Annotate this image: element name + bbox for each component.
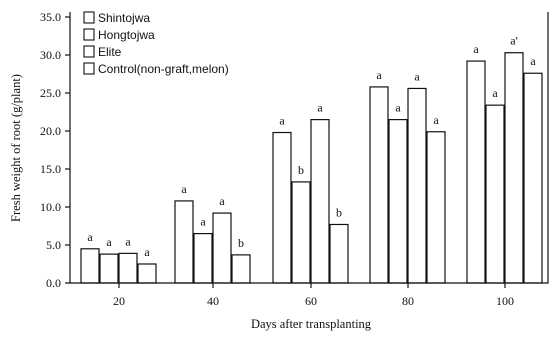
y-tick-label: 10.0 [40,200,61,214]
legend: Shintojwa Hongtojwa Elite Control(non-graft… [83,11,229,76]
significance-letter: a' [510,34,518,48]
bar-3-2 [329,223,349,284]
bar-0-4 [466,60,486,284]
significance-letter: b [238,236,244,250]
legend-label: Control(non-graft,melon) [98,62,229,76]
significance-letter: b [298,163,304,177]
y-axis-title: Fresh weight of root (g/plant) [9,74,23,222]
significance-letter: b [336,205,342,219]
significance-letter: a [376,68,382,82]
bar-1-4 [485,104,505,284]
y-tick-label: 25.0 [40,86,61,100]
legend-swatch [83,28,95,41]
bar-0-1 [174,200,194,284]
x-tick-label: 80 [402,294,414,308]
y-tick-label: 15.0 [40,162,61,176]
bar-3-1 [231,254,251,284]
y-tick-label: 5.0 [46,238,61,252]
legend-label: Elite [98,45,122,59]
x-tick-label: 40 [207,294,219,308]
bar-2-2 [310,118,330,284]
bar-2-4 [504,52,524,284]
y-tick-label: 30.0 [40,48,61,62]
legend-swatch [83,45,95,58]
bars-group [80,52,543,284]
bar-0-2 [272,131,292,284]
x-axis-title: Days after transplanting [251,317,372,331]
bar-2-1 [212,212,232,284]
bar-1-0 [99,253,119,284]
legend-label: Hongtojwa [98,28,155,42]
significance-letter: a [395,101,401,115]
significance-letter: a [106,235,112,249]
y-tick-label: 35.0 [40,10,61,24]
legend-swatch [83,11,95,24]
bar-1-2 [291,181,311,284]
significance-letter: a [414,69,420,83]
bar-1-3 [388,118,408,284]
bar-2-3 [407,87,427,284]
significance-letter: a [317,101,323,115]
x-tick-label: 20 [113,294,125,308]
axis-frame [69,12,549,284]
legend-label: Shintojwa [98,11,150,25]
significance-letter: a [125,234,131,248]
bar-3-4 [523,72,543,284]
significance-letter: a [200,215,206,229]
bar-2-0 [118,252,138,284]
bar-0-0 [80,248,100,284]
y-tick-label: 0.0 [46,276,61,290]
significance-letter: a [87,230,93,244]
legend-swatch [83,62,95,75]
significance-letter: a [144,245,150,259]
significance-letter: a [433,113,439,127]
significance-letter: a [181,182,187,196]
bar-3-0 [137,263,157,284]
significance-letter: a [492,86,498,100]
x-axis-ticks: 20 40 60 80 100 [113,283,514,308]
y-tick-label: 20.0 [40,124,61,138]
significance-letter: a [473,42,479,56]
significance-letter: a [219,194,225,208]
x-tick-label: 100 [496,294,514,308]
bar-1-1 [193,233,213,284]
bar-3-3 [426,131,446,284]
bar-0-3 [369,86,389,284]
significance-letter: a [279,114,285,128]
y-axis-ticks: 0.0 5.0 10.0 15.0 20.0 25.0 30.0 35.0 [40,10,70,290]
significance-letter: a [530,54,536,68]
x-tick-label: 60 [305,294,317,308]
